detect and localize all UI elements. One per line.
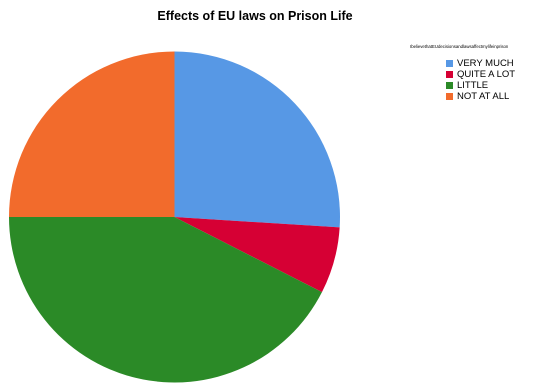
- chart-title: Effects of EU laws on Prison Life: [157, 9, 353, 23]
- pie-slice-little: [9, 217, 322, 383]
- legend-swatch-very-much: [446, 60, 453, 67]
- legend-label-very-much: VERY MUCH: [457, 58, 514, 69]
- legend-item-little: LITTLE: [446, 80, 515, 91]
- legend-swatch-quite-a-lot: [446, 71, 453, 78]
- legend-label-quite-a-lot: QUITE A LOT: [457, 69, 516, 80]
- legend-title: IbelievethatEUdecisionsandlawsaffectmyli…: [410, 44, 509, 49]
- legend-label-not-at-all: NOT AT ALL: [457, 91, 510, 102]
- legend-item-very-much: VERY MUCH: [446, 58, 515, 69]
- legend-swatch-little: [446, 82, 453, 89]
- legend-swatch-not-at-all: [446, 93, 453, 100]
- legend: VERY MUCH QUITE A LOT LITTLE NOT AT ALL: [446, 58, 515, 102]
- legend-item-quite-a-lot: QUITE A LOT: [446, 69, 515, 80]
- pie-slice-not-at-all: [9, 51, 175, 217]
- legend-label-little: LITTLE: [457, 80, 489, 91]
- pie-slice-quite-a-lot: [174, 217, 340, 293]
- legend-item-not-at-all: NOT AT ALL: [446, 91, 515, 102]
- pie-slice-very-much: [174, 51, 340, 228]
